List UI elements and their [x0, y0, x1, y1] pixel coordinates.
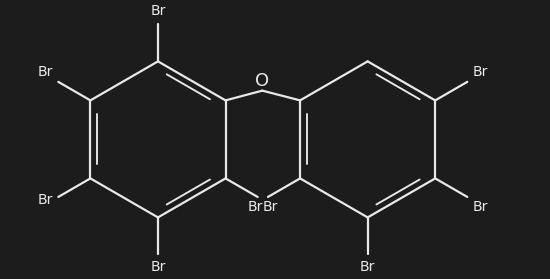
- Text: Br: Br: [38, 193, 53, 207]
- Text: Br: Br: [150, 260, 166, 274]
- Text: Br: Br: [263, 200, 278, 214]
- Text: Br: Br: [472, 200, 488, 214]
- Text: Br: Br: [248, 200, 263, 214]
- Text: Br: Br: [472, 65, 488, 79]
- Text: Br: Br: [150, 4, 166, 18]
- Text: O: O: [255, 72, 270, 90]
- Text: Br: Br: [360, 260, 375, 274]
- Text: Br: Br: [38, 65, 53, 79]
